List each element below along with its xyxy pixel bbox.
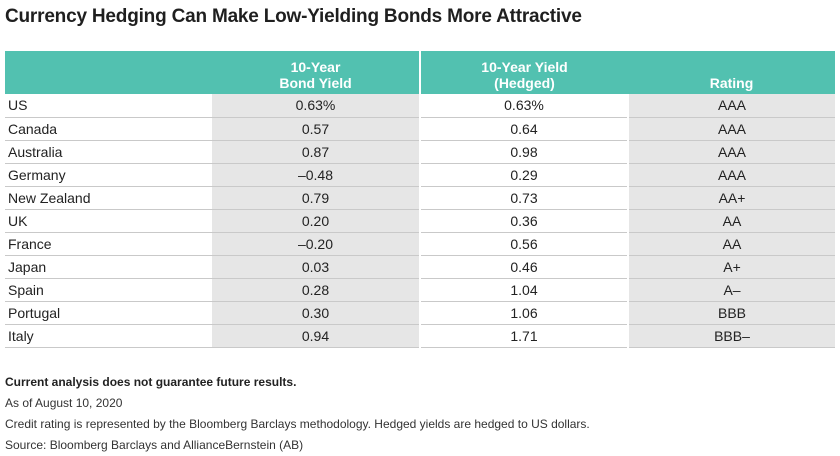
rating-cell: BBB bbox=[628, 301, 835, 325]
header-hedged-yield-line1: 10-Year Yield bbox=[481, 59, 568, 75]
rating-cell: A– bbox=[628, 278, 835, 302]
disclaimer-note: Current analysis does not guarantee futu… bbox=[5, 375, 297, 389]
date-note: As of August 10, 2020 bbox=[5, 396, 123, 410]
yield-table: 10-Year Bond Yield 10-Year Yield (Hedged… bbox=[5, 51, 835, 348]
country-cell: Canada bbox=[5, 117, 212, 141]
rating-cell: AAA bbox=[628, 117, 835, 141]
country-cell: UK bbox=[5, 209, 212, 233]
hedged-yield-cell: 0.29 bbox=[419, 163, 629, 187]
rating-cell: AAA bbox=[628, 163, 835, 187]
header-bond-yield-line1: 10-Year bbox=[290, 59, 341, 75]
header-rating-label: Rating bbox=[709, 75, 754, 91]
hedged-yield-cell: 0.64 bbox=[419, 117, 629, 141]
bond-yield-cell: 0.28 bbox=[212, 278, 420, 302]
table-row: Australia 0.87 0.98 AAA bbox=[5, 140, 835, 164]
table-row: Canada 0.57 0.64 AAA bbox=[5, 117, 835, 141]
rating-cell: AA bbox=[628, 232, 835, 256]
hedged-yield-cell: 1.06 bbox=[419, 301, 629, 325]
hedged-yield-cell: 1.71 bbox=[419, 324, 629, 348]
hedged-yield-cell: 0.73 bbox=[419, 186, 629, 210]
table-body: US 0.63% 0.63% AAA Canada 0.57 0.64 AAA Australi… bbox=[5, 94, 835, 348]
table-row: UK 0.20 0.36 AA bbox=[5, 209, 835, 233]
table-header-row: 10-Year Bond Yield 10-Year Yield (Hedged… bbox=[5, 51, 835, 94]
header-country bbox=[5, 51, 212, 94]
table-row: US 0.63% 0.63% AAA bbox=[5, 94, 835, 118]
country-cell: Japan bbox=[5, 255, 212, 279]
header-bond-yield: 10-Year Bond Yield bbox=[212, 51, 420, 94]
country-cell: Australia bbox=[5, 140, 212, 164]
header-hedged-yield-line2: (Hedged) bbox=[494, 75, 555, 91]
footnotes: Current analysis does not guarantee futu… bbox=[5, 372, 590, 456]
methodology-note: Credit rating is represented by the Bloo… bbox=[5, 417, 590, 431]
bond-yield-cell: 0.20 bbox=[212, 209, 420, 233]
bond-yield-cell: –0.48 bbox=[212, 163, 420, 187]
hedged-yield-cell: 0.46 bbox=[419, 255, 629, 279]
table-row: New Zealand 0.79 0.73 AA+ bbox=[5, 186, 835, 210]
country-cell: France bbox=[5, 232, 212, 256]
bond-yield-cell: 0.63% bbox=[212, 94, 420, 118]
source-note: Source: Bloomberg Barclays and AllianceB… bbox=[5, 438, 304, 452]
hedged-yield-cell: 0.56 bbox=[419, 232, 629, 256]
rating-cell: AA bbox=[628, 209, 835, 233]
rating-cell: AAA bbox=[628, 140, 835, 164]
table-row: Germany –0.48 0.29 AAA bbox=[5, 163, 835, 187]
header-rating: Rating bbox=[628, 51, 835, 94]
chart-title: Currency Hedging Can Make Low-Yielding B… bbox=[5, 6, 582, 27]
bond-yield-cell: 0.94 bbox=[212, 324, 420, 348]
country-cell: Portugal bbox=[5, 301, 212, 325]
hedged-yield-cell: 0.98 bbox=[419, 140, 629, 164]
country-cell: Italy bbox=[5, 324, 212, 348]
country-cell: New Zealand bbox=[5, 186, 212, 210]
country-cell: Germany bbox=[5, 163, 212, 187]
hedged-yield-cell: 1.04 bbox=[419, 278, 629, 302]
country-cell: US bbox=[5, 94, 212, 118]
hedged-yield-cell: 0.63% bbox=[419, 94, 629, 118]
header-hedged-yield: 10-Year Yield (Hedged) bbox=[419, 51, 628, 94]
bond-yield-cell: –0.20 bbox=[212, 232, 420, 256]
header-bond-yield-line2: Bond Yield bbox=[279, 75, 352, 91]
rating-cell: A+ bbox=[628, 255, 835, 279]
country-cell: Spain bbox=[5, 278, 212, 302]
hedged-yield-cell: 0.36 bbox=[419, 209, 629, 233]
rating-cell: AAA bbox=[628, 94, 835, 118]
bond-yield-cell: 0.30 bbox=[212, 301, 420, 325]
bond-yield-cell: 0.87 bbox=[212, 140, 420, 164]
rating-cell: AA+ bbox=[628, 186, 835, 210]
table-row: Italy 0.94 1.71 BBB– bbox=[5, 324, 835, 348]
table-row: France –0.20 0.56 AA bbox=[5, 232, 835, 256]
table-row: Spain 0.28 1.04 A– bbox=[5, 278, 835, 302]
table-row: Portugal 0.30 1.06 BBB bbox=[5, 301, 835, 325]
bond-yield-cell: 0.57 bbox=[212, 117, 420, 141]
bond-yield-cell: 0.79 bbox=[212, 186, 420, 210]
rating-cell: BBB– bbox=[628, 324, 835, 348]
bond-yield-cell: 0.03 bbox=[212, 255, 420, 279]
table-row: Japan 0.03 0.46 A+ bbox=[5, 255, 835, 279]
